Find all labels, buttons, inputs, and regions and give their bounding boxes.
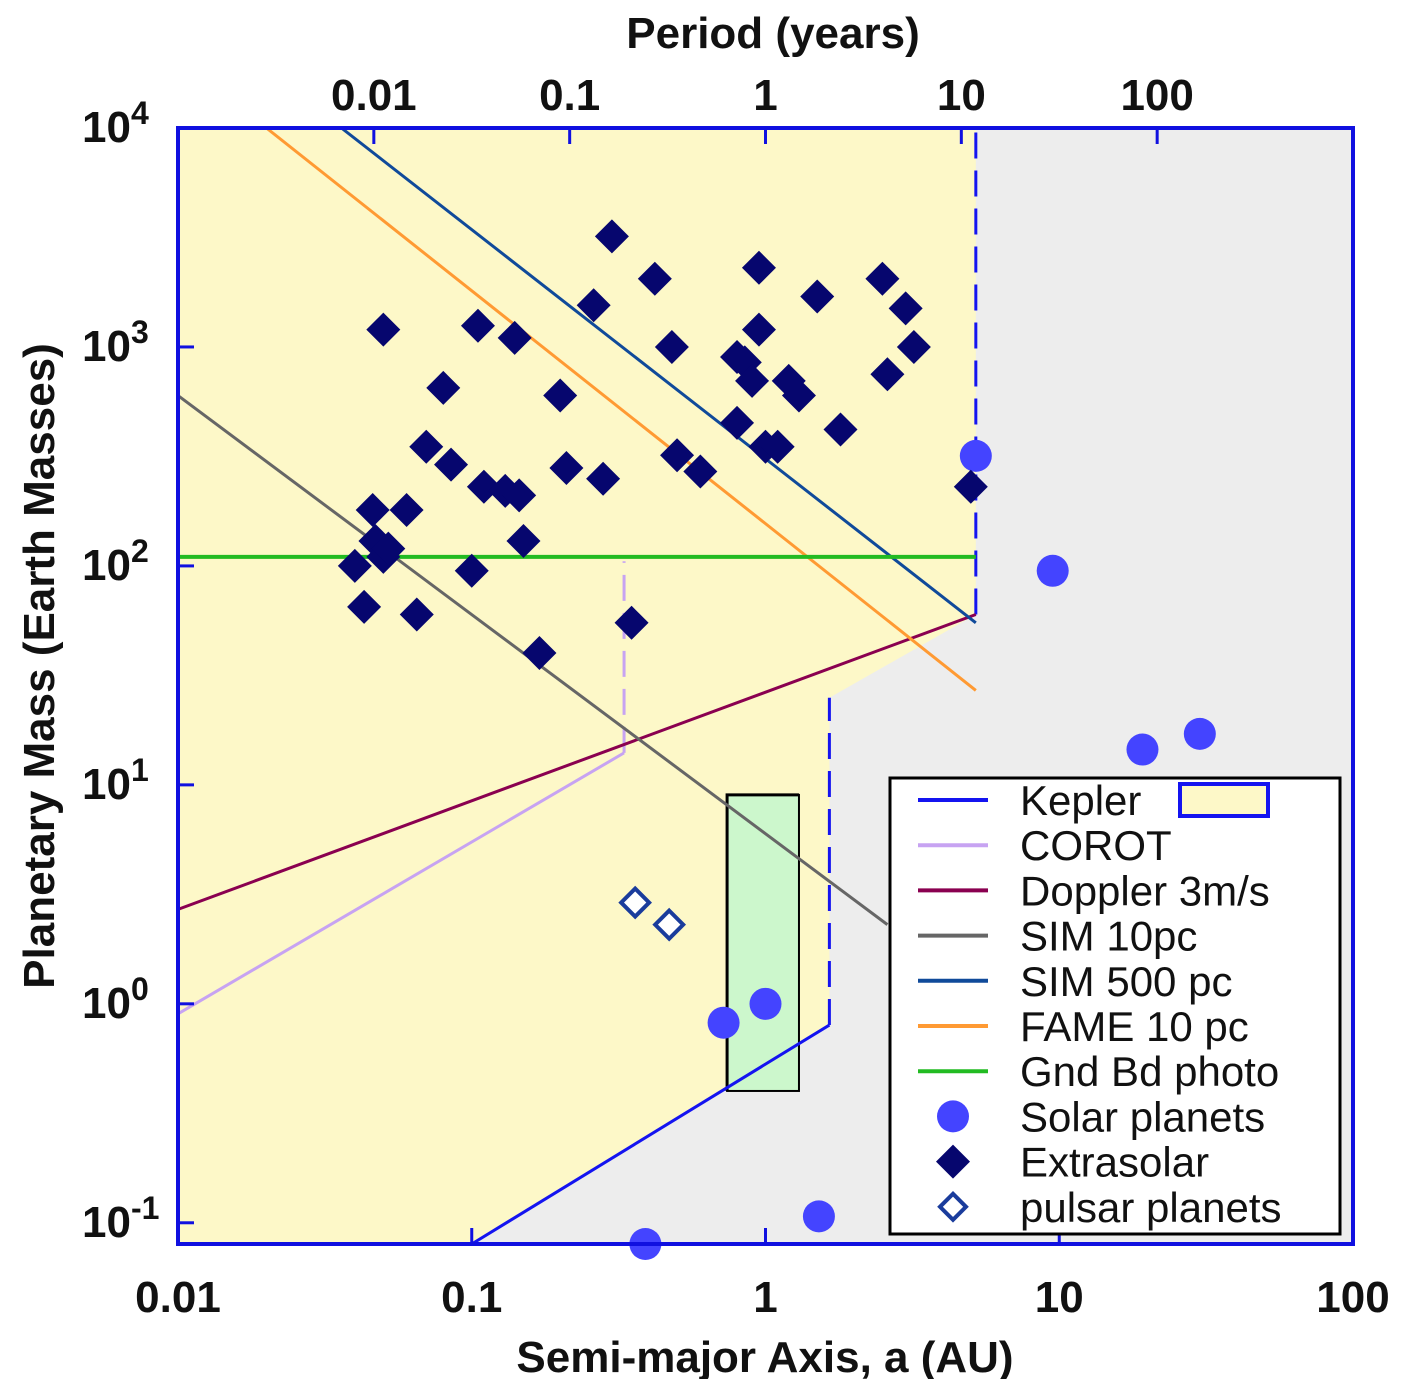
solar-planet-point-1 [707, 1006, 740, 1039]
series-line-fame-10-pc-8 [265, 126, 977, 692]
extrasolar-point-40 [800, 279, 835, 314]
extrasolar-point-1 [337, 548, 372, 583]
extrasolar-point-37 [760, 429, 795, 464]
extrasolar-point-7 [389, 493, 424, 528]
extrasolar-point-13 [460, 308, 495, 343]
legend-box [888, 776, 1342, 1236]
green-box [726, 793, 800, 1092]
y-tick-label: 100 [82, 971, 149, 1028]
extrasolar-point-3 [355, 493, 390, 528]
legend-label-extrasolar: Extrasolar [1020, 1139, 1209, 1186]
extrasolar-point-21 [549, 451, 584, 486]
extrasolar-point-44 [888, 291, 923, 326]
legend-label-fame: FAME 10 pc [1020, 1003, 1249, 1050]
extrasolar-point-18 [506, 523, 541, 558]
legend-kepler-box [1178, 782, 1270, 818]
extrasolar-point-12 [454, 553, 489, 588]
x2-tick-label: 100 [1120, 71, 1193, 120]
legend-label-gnd: Gnd Bd photo [1020, 1048, 1279, 1095]
legend-swatch-solar [937, 1100, 969, 1133]
extrasolar-point-33 [735, 363, 770, 398]
extrasolar-point-45 [896, 329, 931, 364]
extrasolar-point-35 [741, 312, 776, 347]
regions-layer [178, 128, 1353, 1244]
extrasolar-point-26 [637, 261, 672, 296]
x-tick-label: 10 [1035, 1273, 1084, 1322]
extrasolar-point-41 [823, 412, 858, 447]
solar-planet-point-5 [1036, 554, 1069, 587]
extrasolar-point-29 [683, 454, 718, 489]
solar-planet-point-7 [1183, 717, 1216, 750]
extrasolar-point-8 [399, 597, 434, 632]
legend-label-solar: Solar planets [1020, 1093, 1265, 1140]
x-tick-label: 1 [753, 1273, 777, 1322]
extrasolar-point-42 [865, 261, 900, 296]
extrasolar-point-22 [576, 288, 611, 323]
y-axis-title: Planetary Mass (Earth Masses) [15, 343, 64, 989]
lines-layer [177, 126, 978, 1246]
legend-label-doppler: Doppler 3m/s [1020, 867, 1270, 914]
x-axis-title: Semi-major Axis, a (AU) [516, 1333, 1013, 1379]
legend-label-corot: COROT [1020, 822, 1172, 869]
legend-label-kepler: Kepler [1020, 777, 1141, 824]
ticks-layer: 0.01 0.1 1 10 100 0.01 0.1 1 10 100 10-1 100 101 102 1… [82, 71, 1390, 1322]
extrasolar-point-15 [488, 473, 523, 508]
green-box-outline [725, 793, 799, 1091]
series-line-corot-3 [177, 751, 625, 1016]
extrasolar-point-9 [409, 429, 444, 464]
solar-planet-point-2 [749, 987, 782, 1020]
extrasolar-point-20 [543, 378, 578, 413]
x-tick-label: 100 [1316, 1273, 1389, 1322]
extrasolar-point-6 [371, 531, 406, 566]
y-tick-label: 102 [82, 533, 149, 590]
extrasolar-point-34 [741, 250, 776, 285]
extrasolar-point-16 [497, 320, 532, 355]
solar-planet-point-3 [802, 1200, 835, 1233]
legend-swatch-pulsar [937, 1190, 969, 1223]
legend-label-sim500: SIM 500 pc [1020, 958, 1232, 1005]
x-tick-label: 0.01 [135, 1273, 221, 1322]
extrasolar-point-24 [594, 219, 629, 254]
extrasolar-point-19 [522, 636, 557, 671]
series-line-sim-500-pc-7 [340, 126, 977, 624]
legend-label-sim10: SIM 10pc [1020, 913, 1197, 960]
solar-planet-point-6 [1126, 733, 1159, 766]
x2-tick-label: 10 [937, 71, 986, 120]
x2-tick-label: 0.1 [539, 71, 600, 120]
series-line-doppler-3m-s-5 [177, 613, 977, 911]
extrasolar-point-11 [434, 447, 469, 482]
x-tick-label: 0.1 [441, 1273, 502, 1322]
pulsar-point-0 [618, 885, 652, 920]
extrasolar-point-10 [426, 370, 461, 405]
markers-layer [337, 219, 1216, 1260]
x2-tick-label: 0.01 [331, 71, 417, 120]
extrasolar-point-46 [953, 469, 988, 504]
extrasolar-point-2 [347, 589, 382, 624]
extrasolar-point-0 [366, 312, 401, 347]
extrasolar-point-14 [466, 469, 501, 504]
extrasolar-point-25 [614, 605, 649, 640]
extrasolar-point-30 [720, 405, 755, 440]
extrasolar-point-43 [870, 357, 905, 392]
extrasolar-point-27 [654, 329, 689, 364]
extrasolar-point-23 [586, 461, 621, 496]
y-tick-label: 104 [82, 95, 149, 152]
legend-swatch-extrasolar [936, 1144, 970, 1179]
extrasolar-point-39 [781, 378, 816, 413]
y-tick-label: 101 [82, 752, 149, 809]
extrasolar-point-28 [660, 438, 695, 473]
x2-axis-title: Period (years) [626, 9, 919, 58]
legend-label-pulsar: pulsar planets [1020, 1184, 1282, 1231]
pulsar-point-1 [652, 907, 687, 942]
series-line-kepler-0 [470, 1023, 831, 1246]
x2-tick-label: 1 [753, 71, 777, 120]
solar-planet-point-4 [959, 439, 992, 472]
y-tick-label: 103 [82, 314, 149, 371]
extrasolar-point-17 [502, 478, 537, 513]
y-tick-label: 10-1 [82, 1190, 159, 1247]
